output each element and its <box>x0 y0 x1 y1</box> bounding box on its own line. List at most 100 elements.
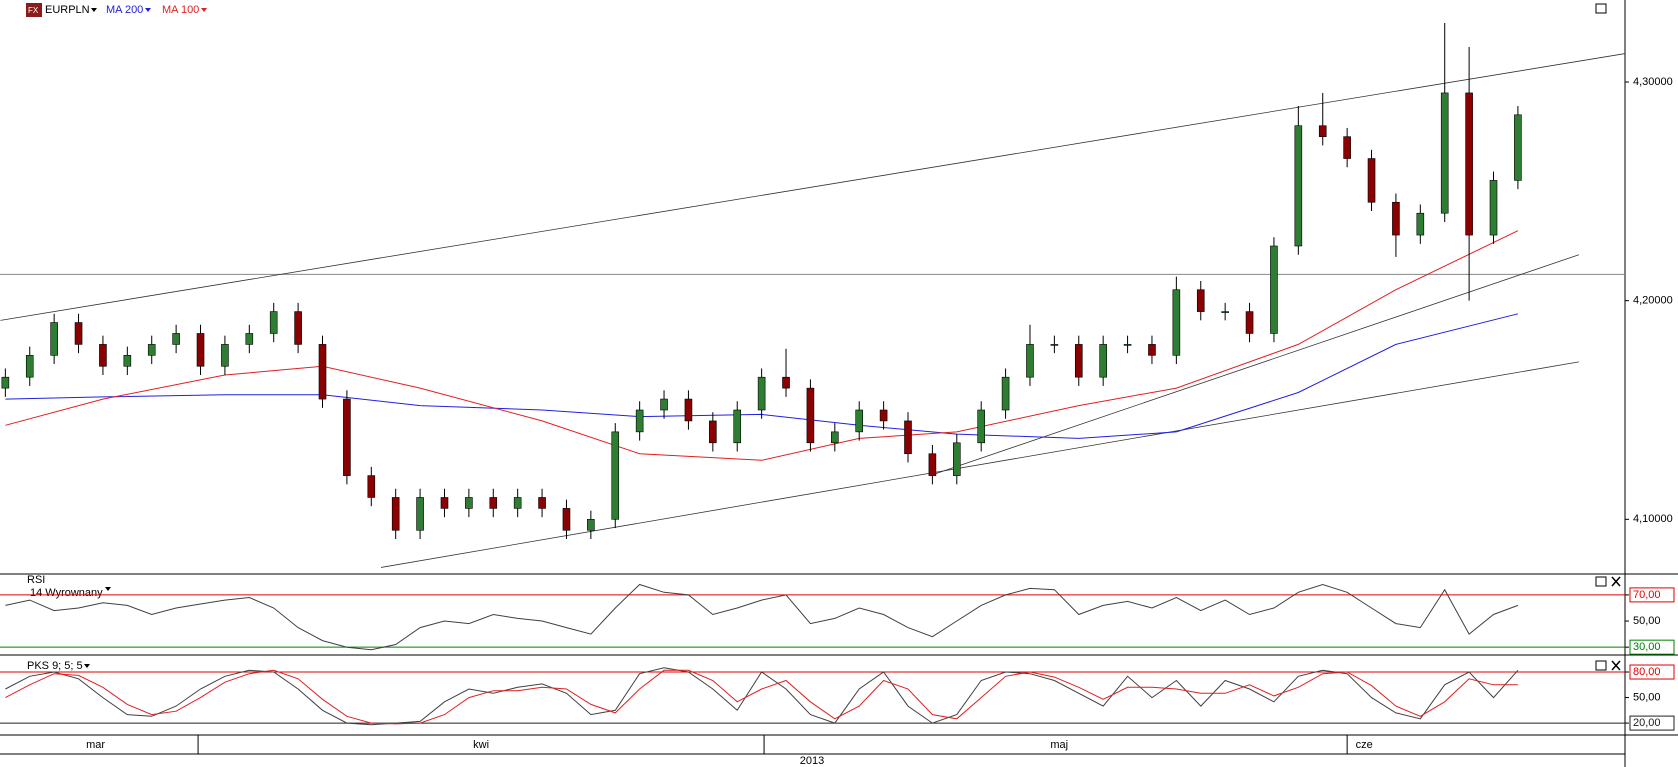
candle-body <box>611 431 620 520</box>
moving-average <box>5 230 1519 461</box>
candle-body <box>1221 311 1229 313</box>
close[interactable] <box>1611 660 1621 671</box>
candle-body <box>831 431 839 444</box>
candle-body <box>1367 158 1376 203</box>
y-tick-box <box>1629 664 1675 680</box>
trend-line <box>0 53 1626 321</box>
candle-body <box>391 497 400 531</box>
fx-icon-text: FX <box>28 6 39 15</box>
candle-body <box>465 497 473 509</box>
month-label: mar <box>86 739 105 751</box>
pks-title: PKS 9; 5; 5 <box>27 660 83 672</box>
candle-body <box>1440 92 1449 214</box>
dropdown[interactable] <box>105 587 111 591</box>
candle-body <box>709 420 717 444</box>
trend-line <box>380 361 1579 568</box>
candle-body <box>1 376 10 389</box>
y-tick-label: 30,00 <box>1633 641 1661 653</box>
candle-body <box>294 311 302 345</box>
y-tick-label: 70,00 <box>1633 589 1661 601</box>
candle-body <box>1026 344 1034 378</box>
candle-body <box>977 409 985 444</box>
y-tick-label: 50,00 <box>1633 691 1661 703</box>
maximize[interactable] <box>1595 576 1607 587</box>
candle-body <box>99 344 107 367</box>
candle-body <box>1489 180 1498 236</box>
y-tick-box <box>1629 639 1675 655</box>
candle-body <box>757 376 766 411</box>
indicator-line <box>5 669 1518 725</box>
candle-body <box>367 475 376 498</box>
candle-body <box>855 409 864 433</box>
candle-body <box>1343 136 1351 159</box>
maximize[interactable] <box>1595 660 1607 671</box>
candle-body <box>245 333 254 345</box>
dropdown[interactable] <box>145 8 151 12</box>
candle-body <box>1294 125 1303 247</box>
candle-body <box>1270 245 1278 334</box>
candle-body <box>684 398 693 422</box>
y-tick-label: 20,00 <box>1633 717 1661 729</box>
dropdown[interactable] <box>201 8 207 12</box>
candle-body <box>635 409 644 433</box>
candle-body <box>172 333 180 345</box>
candle-body <box>50 322 58 356</box>
candle-body <box>1245 311 1254 334</box>
candle-body <box>1099 344 1107 378</box>
fx-icon <box>26 3 42 17</box>
candle-body <box>879 409 888 422</box>
candle-body <box>952 442 961 476</box>
indicator-line <box>5 583 1519 651</box>
y-tick-label: 4,30000 <box>1633 76 1673 88</box>
dropdown[interactable] <box>84 664 90 668</box>
trend-line <box>929 254 1580 476</box>
candle-body <box>147 344 156 356</box>
candle-body <box>1074 344 1083 378</box>
candle-body <box>562 508 571 531</box>
candle-body <box>928 453 937 476</box>
year-label: 2013 <box>800 755 824 767</box>
maximize[interactable] <box>1595 3 1607 14</box>
candle-body <box>1318 125 1327 137</box>
y-tick-box <box>1629 587 1675 603</box>
candle-body <box>74 322 83 345</box>
legend-ma200: MA 200 <box>106 4 143 16</box>
candle-body <box>538 497 546 509</box>
candle-body <box>1123 344 1132 346</box>
candle-body <box>660 398 668 411</box>
candle-body <box>1392 201 1400 236</box>
symbol: EURPLN <box>45 4 90 16</box>
indicator-line <box>5 667 1519 726</box>
month-label: cze <box>1356 739 1373 751</box>
candle-body <box>416 497 424 531</box>
y-tick-label: 50,00 <box>1633 615 1661 627</box>
candle-body <box>1172 289 1181 356</box>
y-tick-box <box>1629 715 1675 731</box>
candle-body <box>221 344 229 367</box>
candle-body <box>25 355 34 378</box>
candle-body <box>904 420 912 455</box>
candle-body <box>782 376 790 389</box>
rsi-subtitle: 14 Wyrownany <box>30 587 103 599</box>
candle-body <box>269 311 278 334</box>
dropdown[interactable] <box>91 8 97 12</box>
month-label: maj <box>1050 739 1068 751</box>
candle-body <box>489 497 498 509</box>
candle-body <box>318 344 327 400</box>
candle-body <box>587 519 595 531</box>
close[interactable] <box>1611 576 1621 587</box>
y-tick-label: 4,10000 <box>1633 513 1673 525</box>
candle-body <box>1514 114 1522 181</box>
candle-body <box>733 409 742 444</box>
candle-body <box>440 497 449 509</box>
candle-body <box>1465 92 1473 236</box>
candle-body <box>806 387 815 444</box>
rsi-title: RSI <box>27 574 45 586</box>
y-tick-label: 4,20000 <box>1633 295 1673 307</box>
candle-body <box>513 497 522 509</box>
month-label: kwi <box>473 739 489 751</box>
candle-body <box>1416 212 1425 236</box>
candle-body <box>1050 344 1059 346</box>
